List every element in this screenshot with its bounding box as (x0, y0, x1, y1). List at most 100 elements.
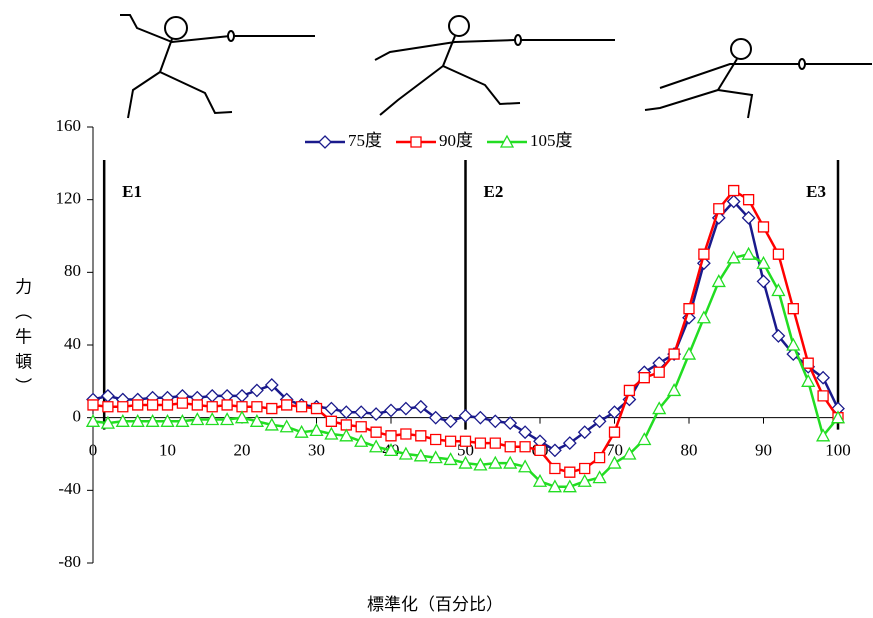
marker (816, 428, 831, 442)
marker (175, 413, 190, 427)
marker (385, 430, 397, 442)
marker (458, 408, 473, 423)
marker (354, 433, 369, 447)
marker (771, 283, 786, 297)
marker (683, 303, 695, 315)
marker (577, 425, 592, 440)
marker (206, 401, 218, 413)
marker (190, 412, 205, 426)
marker (816, 370, 831, 385)
marker (742, 194, 755, 206)
marker (115, 413, 130, 427)
marker (102, 401, 114, 413)
marker (756, 255, 771, 269)
marker (547, 479, 562, 493)
marker (696, 310, 711, 324)
marker (383, 443, 399, 457)
marker (756, 274, 771, 289)
marker (473, 410, 488, 425)
x-tick-label: 0 (89, 441, 98, 460)
marker (220, 412, 235, 426)
marker (279, 419, 294, 433)
marker (681, 346, 697, 360)
marker (132, 399, 144, 411)
marker (413, 399, 428, 414)
marker (85, 413, 101, 427)
marker (473, 457, 488, 471)
marker (562, 479, 577, 493)
event-label: E1 (122, 182, 142, 201)
marker (607, 455, 622, 469)
marker (653, 366, 665, 378)
marker (698, 248, 710, 260)
marker (146, 399, 159, 411)
marker (638, 372, 650, 384)
x-axis-label: 標準化（百分比） (367, 595, 503, 614)
marker (415, 430, 427, 442)
marker (384, 403, 398, 418)
marker (518, 459, 533, 473)
marker (249, 383, 264, 398)
marker (592, 470, 607, 484)
marker (667, 383, 682, 397)
marker (802, 357, 814, 369)
marker (413, 448, 428, 462)
marker (266, 402, 278, 415)
marker (668, 348, 680, 360)
legend-label: 75度 (348, 131, 382, 150)
legend-label: 90度 (439, 131, 473, 150)
marker (652, 401, 667, 415)
marker (772, 248, 785, 260)
marker (608, 426, 621, 438)
x-tick-label: 70 (606, 441, 623, 460)
marker (236, 401, 248, 413)
x-tick-label: 80 (681, 441, 698, 460)
marker (130, 413, 145, 427)
marker (443, 414, 458, 429)
marker (593, 451, 606, 464)
marker (549, 462, 561, 475)
marker (251, 401, 263, 413)
marker (249, 413, 264, 427)
marker (191, 399, 203, 411)
marker (410, 136, 422, 148)
marker (176, 397, 189, 409)
marker (489, 437, 501, 449)
x-tick-label: 90 (755, 441, 772, 460)
marker (324, 426, 339, 440)
marker (547, 443, 562, 458)
marker (295, 401, 308, 413)
marker (488, 414, 503, 429)
y-tick-label: -80 (58, 552, 81, 571)
marker (443, 452, 458, 466)
marker (205, 388, 220, 403)
marker (801, 373, 816, 387)
x-tick-label: 10 (159, 441, 176, 460)
marker (499, 134, 515, 148)
marker (294, 424, 309, 438)
marker (637, 432, 652, 446)
x-tick-label: 30 (308, 441, 325, 460)
marker (786, 337, 801, 351)
marker (519, 441, 531, 453)
marker (264, 378, 279, 392)
marker (369, 407, 384, 421)
marker (235, 388, 249, 403)
y-tick-label: 0 (73, 407, 82, 426)
marker (221, 399, 233, 411)
marker (728, 184, 740, 197)
marker (817, 390, 829, 402)
x-tick-label: 20 (234, 441, 251, 460)
y-tick-label: -40 (58, 479, 81, 498)
marker (757, 221, 770, 233)
marker (726, 194, 741, 209)
marker (324, 401, 339, 416)
event-label: E3 (806, 182, 826, 201)
marker (713, 203, 725, 215)
marker (623, 384, 636, 397)
event-label: E2 (484, 182, 504, 201)
marker (771, 328, 786, 343)
marker (430, 433, 442, 446)
y-tick-label: 120 (56, 189, 82, 208)
